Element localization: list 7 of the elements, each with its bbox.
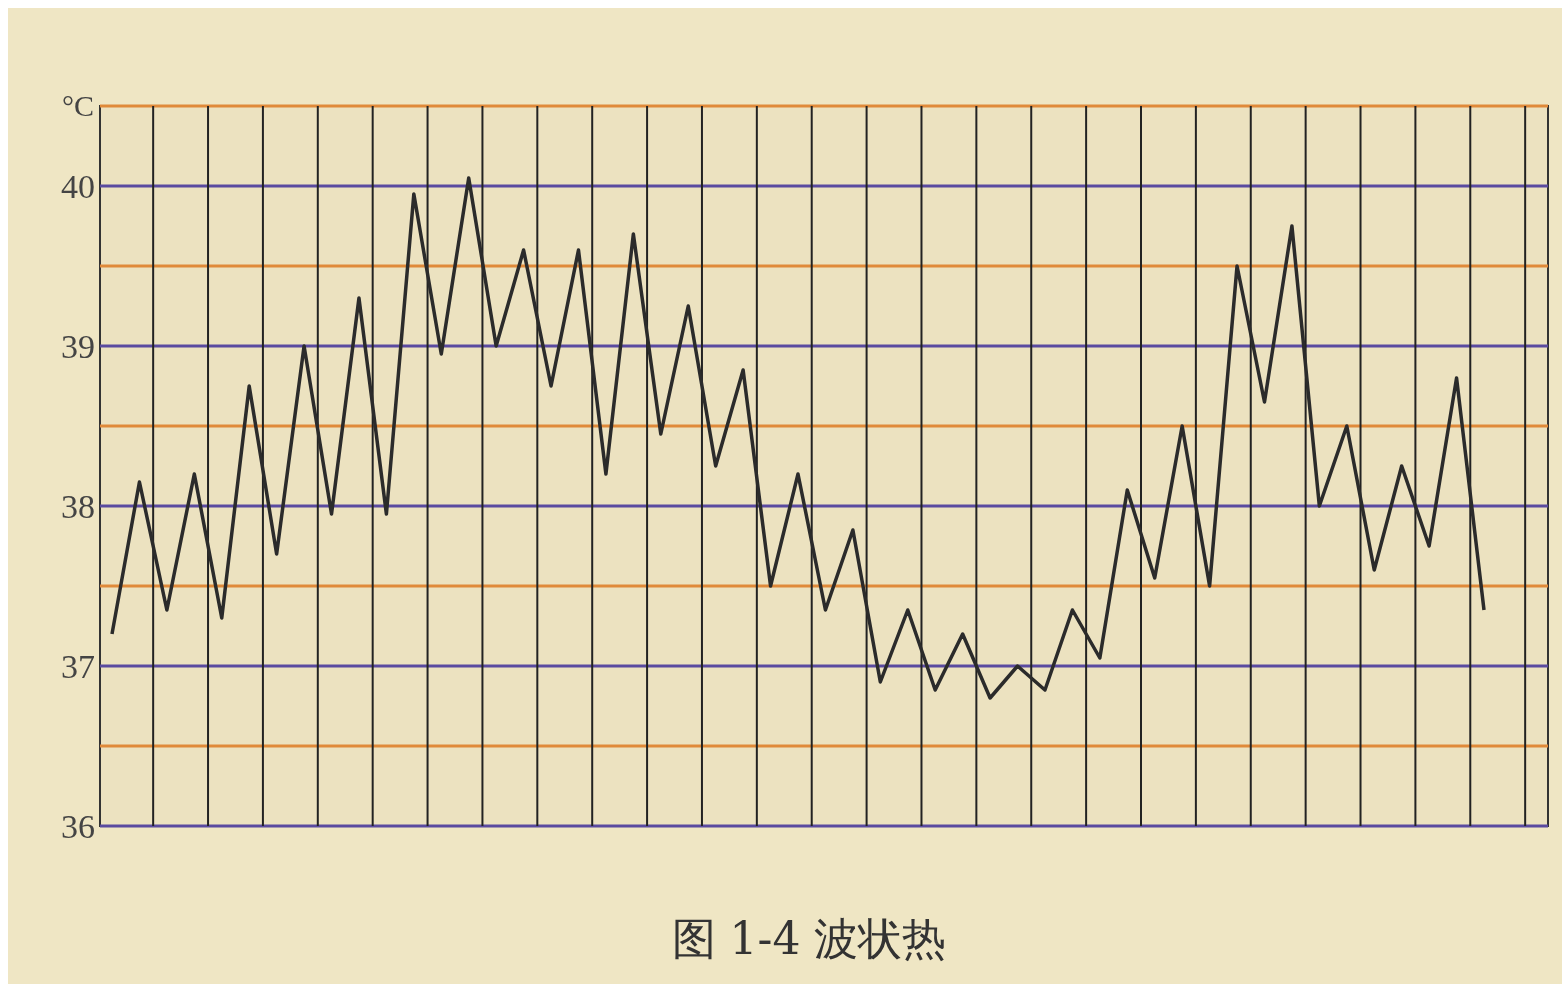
text: 图 1-4 波状热 [671, 913, 947, 964]
y-axis-title: °C [61, 89, 95, 122]
y-tick-label: 40 [61, 167, 95, 205]
y-tick-label: 39 [61, 327, 95, 365]
y-tick-label: 37 [61, 647, 95, 685]
y-tick-label: 38 [61, 487, 95, 525]
y-tick-label: 36 [61, 807, 95, 845]
